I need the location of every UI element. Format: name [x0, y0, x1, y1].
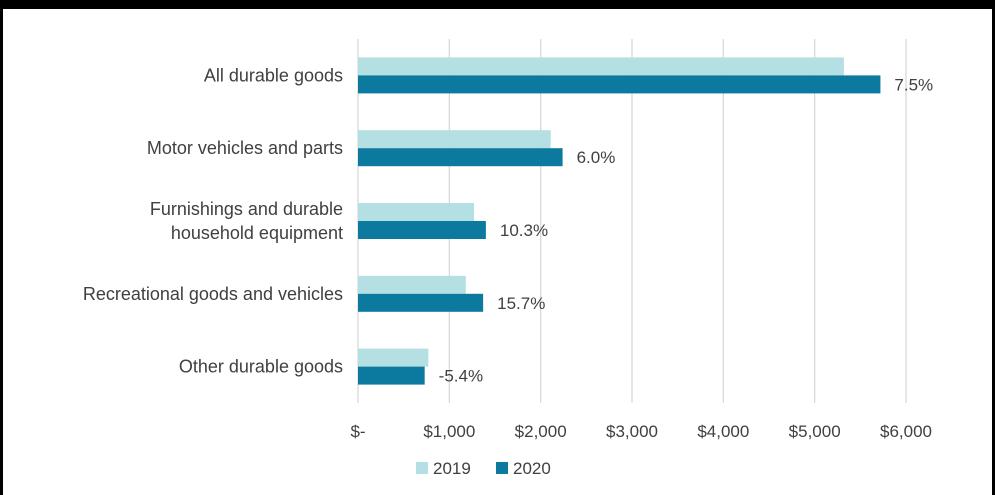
x-tick-label: $2,000 [515, 422, 567, 441]
category-label-line: All durable goods [204, 65, 343, 85]
x-tick-label: $5,000 [789, 422, 841, 441]
gridlines [357, 39, 907, 403]
bar-2020 [358, 293, 484, 312]
bar-2020 [358, 221, 486, 239]
bar-chart: All durable goods Motor vehicles and part… [83, 39, 934, 478]
bar-2020 [358, 148, 563, 167]
data-label: 6.0% [577, 148, 616, 167]
category-label-line: Furnishings and durable [150, 199, 343, 219]
bar-2020 [358, 75, 881, 94]
bar-2019 [358, 57, 844, 76]
x-tick-label: $3,000 [606, 422, 658, 441]
category-label: Recreational goods and vehicles [83, 284, 343, 304]
x-axis-tick-labels: $- $1,000 $2,000 $3,000 $4,000 $5,000 $6,000 [350, 422, 932, 441]
category-label-line: household equipment [171, 223, 343, 243]
legend-label: 2020 [513, 459, 551, 478]
x-tick-label: $6,000 [880, 422, 932, 441]
bars [358, 57, 881, 385]
data-label: 7.5% [894, 75, 933, 94]
data-label: -5.4% [439, 367, 483, 386]
bar-2019 [358, 130, 551, 149]
data-labels: 7.5% 6.0% 10.3% 15.7% -5.4% [439, 75, 934, 385]
data-label: 15.7% [497, 294, 545, 313]
category-labels: All durable goods Motor vehicles and part… [83, 65, 343, 376]
category-label: Furnishings and durable household equipme… [150, 199, 343, 243]
bar-2020 [358, 366, 425, 385]
legend: 2019 2020 [416, 459, 551, 478]
data-label: 10.3% [500, 221, 548, 240]
legend-swatch-2019 [416, 462, 428, 474]
bar-2019 [358, 348, 429, 367]
category-label-line: Recreational goods and vehicles [83, 284, 343, 304]
bar-2019 [358, 203, 474, 221]
legend-swatch-2020 [496, 462, 508, 474]
category-label: Motor vehicles and parts [147, 138, 343, 158]
category-label: Other durable goods [179, 357, 343, 377]
x-tick-label: $- [350, 422, 365, 441]
category-label-line: Other durable goods [179, 357, 343, 377]
legend-label: 2019 [433, 459, 471, 478]
bar-2019 [358, 275, 466, 294]
category-label-line: Motor vehicles and parts [147, 138, 343, 158]
x-tick-label: $1,000 [423, 422, 475, 441]
category-label: All durable goods [204, 65, 343, 85]
x-tick-label: $4,000 [697, 422, 749, 441]
